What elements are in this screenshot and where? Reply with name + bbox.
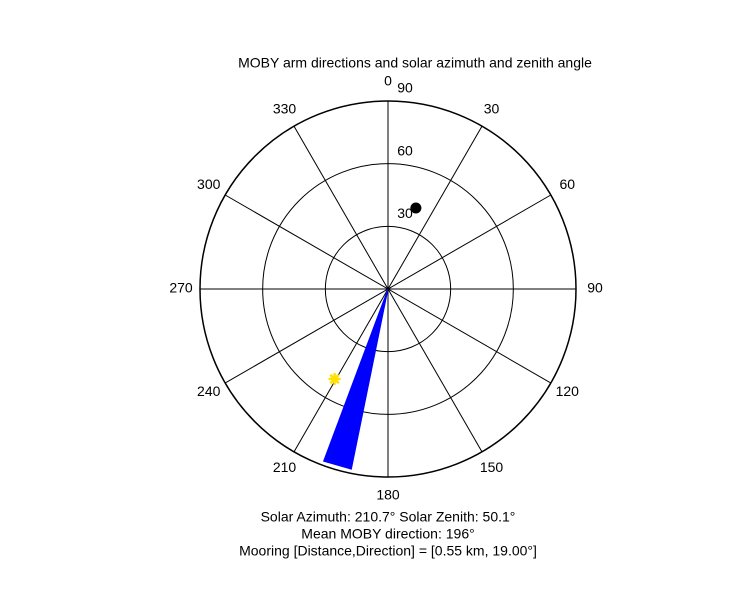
- theta-tick-label: 60: [559, 176, 575, 192]
- grid-circle: [199, 100, 577, 478]
- theta-tick-label: 210: [273, 459, 297, 475]
- theta-tick-label: 30: [484, 100, 500, 116]
- grid-circle: [324, 225, 452, 353]
- sun-ray: [329, 373, 340, 385]
- theta-tick-label: 120: [556, 383, 580, 399]
- theta-tick-label: 0: [384, 73, 392, 89]
- annotation: Solar Azimuth: 210.7° Solar Zenith: 50.1…: [261, 509, 516, 525]
- theta-tick-label: 270: [169, 280, 193, 296]
- annotation: Mooring [Distance,Direction] = [0.55 km,…: [239, 543, 537, 559]
- theta-tick-label: 330: [273, 100, 297, 116]
- sun-marker: [328, 372, 341, 385]
- grid-circle: [262, 163, 514, 415]
- annotation: Mean MOBY direction: 196°: [301, 526, 474, 542]
- theta-tick-label: 180: [376, 487, 400, 503]
- theta-tick-label: 240: [197, 383, 221, 399]
- theta-tick-label: 300: [197, 176, 221, 192]
- theta-tick-label: 90: [587, 280, 603, 296]
- r-tick-label: 90: [397, 80, 413, 96]
- r-tick-label: 60: [397, 142, 413, 158]
- r-tick-label: 30: [397, 205, 413, 221]
- mooring-point: [410, 202, 422, 214]
- theta-tick-label: 150: [480, 459, 504, 475]
- arm-wedge: [322, 288, 389, 470]
- chart-title: MOBY arm directions and solar azimuth an…: [238, 55, 592, 71]
